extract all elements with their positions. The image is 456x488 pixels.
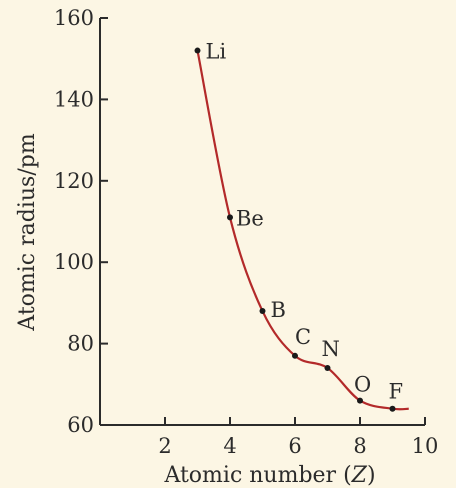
- data-point-b: [259, 308, 266, 315]
- data-point-li: [194, 47, 201, 54]
- data-point-be: [227, 214, 233, 221]
- y-tick-label: 80: [67, 332, 94, 356]
- x-tick-label: 2: [158, 434, 171, 458]
- y-tick-label: 120: [54, 169, 94, 193]
- y-ticks: 60 80 100 120 140 160: [54, 6, 108, 437]
- x-ticks: 2 4 6 8 10: [158, 417, 438, 458]
- point-label-f: F: [389, 380, 404, 404]
- point-label-c: C: [295, 325, 311, 349]
- y-axis-title: Atomic radius/pm: [15, 133, 40, 332]
- data-point-c: [292, 352, 298, 359]
- y-tick-label: 100: [54, 250, 94, 274]
- point-label-b: B: [271, 298, 286, 322]
- point-label-be: Be: [236, 206, 264, 230]
- data-point-f: [389, 405, 396, 412]
- y-tick-label: 140: [54, 87, 94, 111]
- x-axis-title: Atomic number (Z): [163, 463, 375, 488]
- point-label-o: O: [354, 373, 371, 397]
- point-label-li: Li: [206, 40, 227, 64]
- x-tick-label: 10: [412, 434, 439, 458]
- data-point-n: [324, 365, 331, 372]
- x-tick-label: 4: [223, 434, 236, 458]
- x-tick-label: 8: [353, 434, 366, 458]
- radius-curve: [196, 50, 409, 411]
- y-tick-label: 60: [67, 413, 94, 437]
- point-label-n: N: [322, 337, 340, 361]
- axes: [99, 18, 425, 426]
- y-tick-label: 160: [54, 6, 94, 30]
- data-point-o: [357, 397, 363, 404]
- x-tick-label: 6: [288, 434, 301, 458]
